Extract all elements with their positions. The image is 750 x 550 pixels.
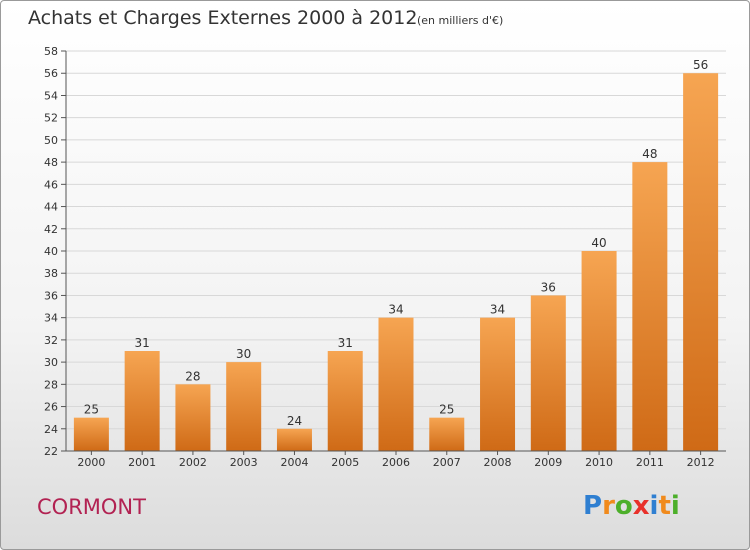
- bar-2009: [530, 295, 566, 451]
- chart-title: Achats et Charges Externes 2000 à 2012: [28, 7, 418, 29]
- data-label-2010: 40: [591, 236, 606, 250]
- data-label-2003: 30: [236, 347, 251, 361]
- proxiti-logo: Proxiti: [583, 491, 680, 521]
- x-tick-label-2011: 2011: [636, 456, 664, 469]
- y-tick-label: 36: [44, 289, 58, 302]
- x-tick-label-2002: 2002: [179, 456, 207, 469]
- y-tick-label: 46: [44, 178, 58, 191]
- bar-2006: [378, 317, 414, 451]
- data-label-2001: 31: [135, 336, 150, 350]
- data-label-2008: 34: [490, 303, 505, 317]
- bar-2005: [327, 351, 363, 451]
- x-tick-label-2012: 2012: [687, 456, 715, 469]
- x-tick-label-2001: 2001: [128, 456, 156, 469]
- bar-2010: [581, 251, 617, 451]
- x-tick-label-2007: 2007: [433, 456, 461, 469]
- chart-unit: (en milliers d'€): [417, 14, 504, 27]
- x-tick-label-2004: 2004: [280, 456, 308, 469]
- bar-2000: [73, 417, 109, 451]
- y-tick-label: 22: [44, 445, 58, 458]
- logo-letter: i: [649, 491, 659, 521]
- y-tick-label: 24: [44, 423, 58, 436]
- bar-2012: [683, 73, 719, 451]
- x-tick-label-2000: 2000: [77, 456, 105, 469]
- bar-2008: [480, 317, 516, 451]
- logo-letter: t: [658, 491, 671, 521]
- logo-letter: P: [583, 491, 603, 521]
- bar-2011: [632, 162, 668, 451]
- y-tick-label: 42: [44, 223, 58, 236]
- town-name: CORMONT: [37, 495, 146, 519]
- bar-2007: [429, 417, 465, 451]
- data-label-2011: 48: [642, 147, 657, 161]
- logo-letter: x: [632, 491, 650, 521]
- x-tick-label-2009: 2009: [534, 456, 562, 469]
- y-tick-label: 40: [44, 245, 58, 258]
- x-tick-label-2008: 2008: [484, 456, 512, 469]
- data-label-2002: 28: [185, 369, 200, 383]
- y-tick-label: 44: [44, 201, 58, 214]
- bars: 25 31 28 30 24 31 34 25 34 36 40 48 56: [73, 58, 719, 451]
- axes: 22 24 26 28 30 32 34 36 38 40 42 44 46 48 50 52 54 56 58 20…: [44, 45, 726, 469]
- data-label-2012: 56: [693, 58, 708, 72]
- y-tick-label: 28: [44, 378, 58, 391]
- data-label-2009: 36: [541, 280, 556, 294]
- y-tick-label: 38: [44, 267, 58, 280]
- y-tick-label: 34: [44, 312, 58, 325]
- x-tick-label-2005: 2005: [331, 456, 359, 469]
- y-tick-label: 26: [44, 401, 58, 414]
- x-tick-label-2010: 2010: [585, 456, 613, 469]
- bar-2001: [124, 351, 160, 451]
- x-tick-label-2003: 2003: [230, 456, 258, 469]
- x-tick-label-2006: 2006: [382, 456, 410, 469]
- data-label-2007: 25: [439, 403, 454, 417]
- logo-letter: i: [670, 491, 680, 521]
- y-tick-label: 32: [44, 334, 58, 347]
- bar-2002: [175, 384, 211, 451]
- data-label-2005: 31: [338, 336, 353, 350]
- y-tick-label: 58: [44, 45, 58, 58]
- y-tick-label: 30: [44, 356, 58, 369]
- y-tick-label: 50: [44, 134, 58, 147]
- data-label-2006: 34: [388, 303, 403, 317]
- data-label-2000: 25: [84, 403, 99, 417]
- y-tick-label: 52: [44, 112, 58, 125]
- logo-letter: r: [602, 491, 615, 521]
- y-tick-label: 54: [44, 89, 58, 102]
- data-label-2004: 24: [287, 414, 302, 428]
- y-tick-label: 56: [44, 67, 58, 80]
- bar-2003: [226, 362, 262, 451]
- y-tick-label: 48: [44, 156, 58, 169]
- bar-2004: [276, 428, 312, 451]
- logo-letter: o: [614, 491, 633, 521]
